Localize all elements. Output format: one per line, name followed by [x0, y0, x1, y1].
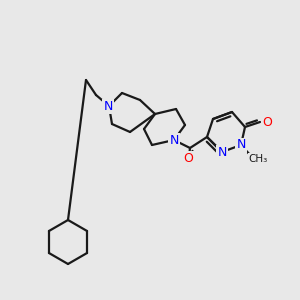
Text: N: N	[217, 146, 227, 158]
Text: O: O	[183, 152, 193, 164]
Text: N: N	[169, 134, 179, 146]
Text: N: N	[236, 139, 246, 152]
Text: O: O	[262, 116, 272, 128]
Text: N: N	[103, 100, 113, 112]
Text: CH₃: CH₃	[248, 154, 268, 164]
